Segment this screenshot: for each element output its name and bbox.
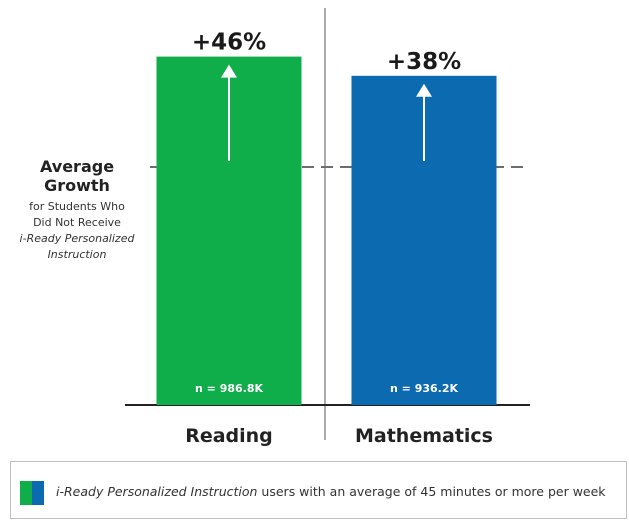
average-growth-heading-1: Average: [40, 157, 114, 176]
n-label-reading: n = 986.8K: [195, 382, 264, 395]
legend-text: i-Ready Personalized Instruction users w…: [56, 483, 606, 501]
average-growth-note-4: Instruction: [48, 248, 107, 261]
legend-swatch-reading: [20, 481, 32, 505]
category-label-reading: Reading: [185, 425, 273, 447]
average-growth-note-1: for Students Who: [29, 200, 125, 213]
growth-arrow-head-reading: [221, 64, 237, 78]
legend-swatch: [20, 481, 44, 505]
average-growth-note-2: Did Not Receive: [33, 216, 121, 229]
category-label-mathematics: Mathematics: [355, 425, 493, 447]
value-label-mathematics: +38%: [387, 49, 461, 75]
legend-plain-text: users with an average of 45 minutes or m…: [257, 484, 606, 499]
legend-italic-text: i-Ready Personalized Instruction: [56, 484, 258, 499]
growth-arrow-head-mathematics: [416, 83, 432, 97]
average-growth-heading-2: Growth: [44, 176, 110, 195]
n-label-mathematics: n = 936.2K: [390, 382, 459, 395]
growth-bar-chart: Average Growth for Students Who Did Not …: [20, 8, 530, 447]
value-label-reading: +46%: [192, 30, 266, 56]
legend: i-Ready Personalized Instruction users w…: [10, 461, 627, 519]
legend-swatch-mathematics: [32, 481, 44, 505]
average-growth-note-3: i-Ready Personalized: [20, 232, 136, 245]
